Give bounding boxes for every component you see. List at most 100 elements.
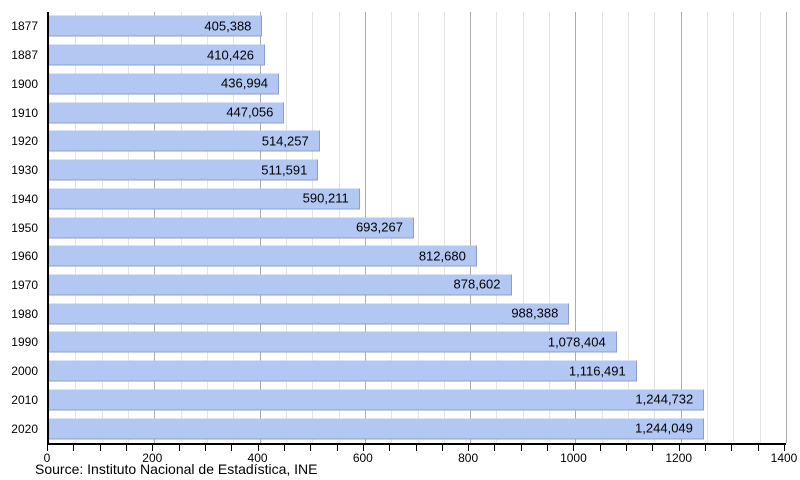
- bar-value-label: 511,591: [261, 162, 308, 178]
- x-tick: [257, 445, 259, 451]
- bar-1990: 1,078,404: [49, 331, 617, 353]
- bar-1910: 447,056: [49, 102, 285, 124]
- plot-area: 405,388 410,426 436,994 447,056 514,257 511,5…: [47, 12, 787, 445]
- gridline: [522, 12, 524, 443]
- bar-value-label: 1,244,732: [635, 391, 694, 407]
- bar-1960: 812,680: [49, 245, 477, 267]
- x-axis-ticks: [47, 445, 785, 451]
- bar-1940: 590,211: [49, 188, 360, 210]
- x-tick: [204, 445, 206, 451]
- bar-value-label: 405,388: [204, 18, 252, 34]
- gridline: [707, 12, 709, 443]
- x-tick: [310, 445, 312, 451]
- y-axis-labels: 1877 1887 1900 1910 1920 1930 1940 1950 1960 1970…: [0, 12, 38, 443]
- bar-rows: 405,388 410,426 436,994 447,056 514,257 511,5…: [49, 12, 786, 443]
- bar-row: 590,211: [49, 184, 786, 213]
- x-tick: [99, 445, 101, 451]
- bar-value-label: 878,602: [453, 276, 501, 292]
- x-tick-label: 200: [142, 451, 163, 465]
- year-label: 1887: [11, 48, 38, 63]
- bar-row: 1,244,049: [49, 414, 786, 443]
- year-label: 1970: [11, 277, 38, 292]
- year-label: 1960: [11, 249, 38, 264]
- x-tick-label: 1400: [770, 451, 798, 465]
- gridline: [759, 12, 761, 443]
- year-label: 1990: [11, 335, 38, 350]
- x-tick: [757, 445, 759, 451]
- x-tick: [178, 445, 180, 451]
- bar-row: 1,116,491: [49, 357, 786, 386]
- bar-1930: 511,591: [49, 159, 319, 181]
- year-label: 1877: [11, 19, 38, 34]
- bar-1900: 436,994: [49, 73, 280, 95]
- bar-row: 514,257: [49, 127, 786, 156]
- gridline: [496, 12, 498, 443]
- bar-2020: 1,244,049: [49, 418, 704, 440]
- gridline: [733, 12, 735, 443]
- year-label: 1920: [11, 134, 38, 149]
- year-label: 2020: [11, 421, 38, 436]
- year-label: 1950: [11, 220, 38, 235]
- gridline: [575, 12, 577, 443]
- bar-1950: 693,267: [49, 217, 414, 238]
- bar-value-label: 447,056: [226, 104, 274, 120]
- x-tick: [520, 445, 522, 451]
- bar-row: 878,602: [49, 271, 786, 300]
- bar-2000: 1,116,491: [49, 360, 637, 382]
- gridline: [443, 12, 445, 443]
- x-tick: [626, 445, 628, 451]
- gridline: [628, 12, 630, 443]
- year-label: 2010: [11, 392, 38, 407]
- bar-row: 1,244,732: [49, 386, 786, 415]
- bar-1920: 514,257: [49, 130, 320, 152]
- x-tick: [599, 445, 601, 451]
- x-axis-tick-labels: 0 200 400 600 800 1000 1200 1400: [44, 451, 798, 465]
- x-tick: [231, 445, 233, 451]
- bar-row: 447,056: [49, 98, 786, 127]
- x-tick: [731, 445, 733, 451]
- bar-value-label: 1,078,404: [547, 334, 606, 350]
- x-tick: [73, 445, 75, 451]
- gridline: [417, 12, 419, 443]
- source-note: Source: Instituto Nacional de Estadístic…: [35, 461, 318, 477]
- bar-value-label: 514,257: [261, 133, 309, 149]
- bar-value-label: 410,426: [207, 47, 255, 63]
- x-tick: [441, 445, 443, 451]
- x-tick: [547, 445, 549, 451]
- bar-value-label: 1,244,049: [635, 420, 693, 436]
- gridline: [680, 12, 682, 443]
- x-tick: [573, 445, 575, 451]
- x-tick-label: 600: [352, 451, 373, 465]
- year-label: 1900: [11, 76, 38, 91]
- bar-row: 410,426: [49, 41, 786, 70]
- x-tick: [468, 445, 470, 451]
- bar-row: 405,388: [49, 12, 786, 41]
- x-tick: [47, 445, 48, 451]
- year-label: 1980: [11, 306, 38, 321]
- x-tick: [652, 445, 654, 451]
- x-tick-label: 1200: [665, 451, 693, 465]
- gridline: [470, 12, 472, 443]
- bar-1980: 988,388: [49, 303, 570, 325]
- bar-1970: 878,602: [49, 274, 512, 296]
- bar-value-label: 693,267: [355, 219, 403, 235]
- bar-row: 436,994: [49, 69, 786, 98]
- bar-row: 511,591: [49, 156, 786, 185]
- bar-row: 988,388: [49, 299, 786, 328]
- bar-value-label: 1,116,491: [568, 363, 626, 379]
- bar-1887: 410,426: [49, 44, 266, 66]
- x-tick: [336, 445, 338, 451]
- bar-value-label: 988,388: [511, 305, 559, 321]
- x-tick: [784, 445, 785, 451]
- gridline: [601, 12, 603, 443]
- bar-row: 812,680: [49, 242, 786, 271]
- x-tick: [362, 445, 364, 451]
- gridline: [786, 12, 787, 443]
- x-tick: [125, 445, 127, 451]
- year-label: 1940: [11, 191, 38, 206]
- bar-row: 1,078,404: [49, 328, 786, 357]
- x-tick-label: 1000: [560, 451, 587, 465]
- bar-row: 693,267: [49, 213, 786, 242]
- x-tick-label: 400: [247, 451, 268, 465]
